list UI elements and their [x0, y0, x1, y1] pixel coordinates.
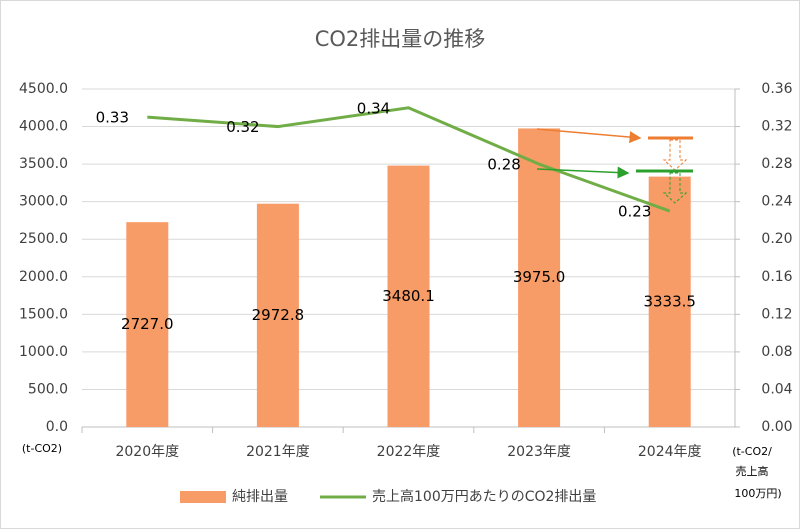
line-value-label: 0.28	[487, 156, 520, 174]
y-unit: (t-CO2)	[22, 442, 62, 455]
y-tick-label: 500.0	[28, 381, 68, 397]
y2-tick-label: 0.12	[761, 306, 792, 322]
y-tick-label: 2500.0	[19, 231, 68, 247]
line-value-label: 0.23	[618, 203, 651, 221]
legend-swatch	[180, 491, 226, 503]
y2-tick-label: 0.04	[761, 381, 792, 397]
y2-unit: (t-CO2/	[732, 445, 772, 458]
bar-value-label: 3975.0	[513, 268, 566, 286]
y2-tick-label: 0.28	[761, 156, 792, 172]
line	[147, 106, 671, 213]
y2-tick-label: 0.32	[761, 119, 792, 135]
y-tick-label: 1000.0	[19, 344, 68, 360]
y2-tick-label: 0.00	[761, 419, 792, 435]
chart-title: CO2排出量の推移	[315, 27, 486, 51]
bar	[387, 165, 430, 427]
bar-value-label: 2972.8	[252, 306, 305, 324]
y-tick-label: 1500.0	[19, 306, 68, 322]
legend-label: 売上高100万円あたりのCO2排出量	[372, 488, 596, 505]
y2-unit: 売上高	[736, 464, 769, 478]
y-tick-label: 3500.0	[19, 156, 68, 172]
y-tick-label: 0.0	[46, 419, 68, 435]
line-value-label: 0.34	[357, 99, 390, 117]
x-tick-label: 2023年度	[507, 444, 571, 460]
x-tick-label: 2024年度	[638, 444, 702, 460]
y-tick-label: 2000.0	[19, 269, 68, 285]
y-tick-label: 4500.0	[19, 81, 68, 97]
y2-unit: 100万円)	[734, 487, 781, 500]
x-tick-label: 2022年度	[377, 444, 441, 460]
annotation-arrows	[536, 128, 693, 204]
bar-value-label: 2727.0	[121, 315, 174, 333]
bar	[126, 222, 169, 427]
line-value-label: 0.33	[96, 109, 129, 127]
y2-tick-label: 0.08	[761, 344, 792, 360]
y2-tick-label: 0.24	[761, 194, 792, 210]
bar	[648, 176, 691, 427]
bar	[518, 128, 561, 427]
x-tick-label: 2021年度	[246, 444, 310, 460]
x-tick-label: 2020年度	[115, 444, 179, 460]
y-tick-label: 3000.0	[19, 194, 68, 210]
y2-tick-label: 0.36	[761, 81, 792, 97]
y-tick-label: 4000.0	[19, 119, 68, 135]
bar	[256, 203, 299, 427]
y2-tick-label: 0.20	[761, 231, 792, 247]
legend-label: 純排出量	[232, 489, 288, 505]
line-value-label: 0.32	[226, 118, 259, 136]
bar-value-label: 3480.1	[382, 287, 435, 305]
bar-value-label: 3333.5	[643, 292, 696, 310]
y2-tick-label: 0.16	[761, 269, 792, 285]
